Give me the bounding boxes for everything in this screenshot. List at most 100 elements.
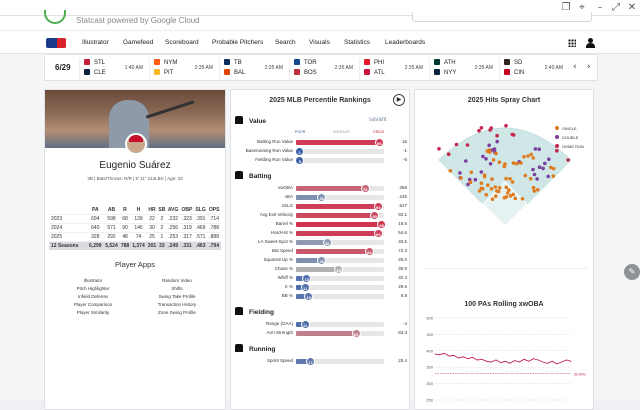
metric-value: 29.6	[398, 284, 407, 289]
stat-cell: 74	[130, 232, 147, 242]
play-icon[interactable]: ▶	[393, 94, 405, 106]
player-app-link[interactable]: Transaction History	[157, 302, 197, 307]
team-logo-icon	[154, 69, 160, 75]
hit-dot	[535, 188, 540, 192]
stat-cell: 5,524	[103, 241, 120, 250]
percentile-fill	[296, 331, 357, 336]
hit-dot	[528, 176, 533, 181]
percentile-dot: 94	[373, 229, 383, 238]
player-app-link[interactable]: Player Similarity	[76, 310, 110, 315]
mlb-logo-icon[interactable]	[46, 38, 66, 48]
scoreboard-game[interactable]: STL CLE 1:40 AM	[79, 58, 145, 79]
hit-dot	[448, 169, 453, 173]
nav-illustrator[interactable]: Illustrator	[82, 39, 109, 46]
stat-header: R	[123, 207, 127, 213]
spray-legend-item: HOME RUN	[555, 144, 584, 149]
scoreboard-game[interactable]: SD CIN 2:40 AM	[499, 58, 565, 79]
stat-cell: .249	[166, 241, 180, 250]
nav-leaderboards[interactable]: Leaderboards	[385, 39, 426, 46]
pin-icon[interactable]: ⌖	[579, 2, 585, 13]
search-input[interactable]	[412, 12, 592, 22]
career-total-row: 12 Seasons 6,299 5,524 788 1,374 301 33.249.33…	[49, 241, 221, 250]
xwoba-point	[443, 352, 445, 354]
stat-cell: 328	[87, 232, 104, 242]
rolling-xwoba-chart: 250 300 350 400 450 500 .33 AVG	[426, 316, 586, 403]
hit-dot	[543, 161, 547, 166]
percentile-row: Bat Speed 84 72.3	[231, 247, 409, 256]
metric-value: .527	[398, 203, 407, 208]
y-tick-label: 250	[426, 398, 433, 403]
spray-legend-item: SINGLE	[555, 126, 577, 131]
stat-cell: 598	[103, 214, 120, 224]
player-app-link[interactable]: Pitch Highlighter	[76, 286, 110, 291]
nav-statistics[interactable]: Statistics	[344, 39, 371, 46]
player-app-link[interactable]: Shifts	[171, 286, 183, 291]
percentile-track: 5	[295, 156, 384, 165]
scoreboard-game[interactable]: PHI ATL 2:35 AM	[359, 58, 425, 79]
percentile-dot: 30	[317, 193, 327, 202]
apps-grid-icon[interactable]	[568, 39, 576, 47]
hit-dot	[551, 166, 556, 171]
percentile-fill	[296, 204, 379, 209]
nav-scoreboard[interactable]: Scoreboard	[165, 39, 199, 46]
scoreboard-game[interactable]: NYM PIT 2:35 AM	[149, 58, 215, 79]
hit-dot	[551, 174, 556, 178]
nav-visuals[interactable]: Visuals	[309, 39, 330, 46]
nav-gamefeed[interactable]: Gamefeed	[123, 39, 154, 46]
scoreboard-game[interactable]: TB BAL 2:35 AM	[219, 58, 285, 79]
savant-logo[interactable]	[44, 10, 66, 24]
hit-dot	[490, 197, 495, 201]
hit-dot	[531, 156, 536, 160]
percentile-fill	[296, 231, 379, 236]
player-app-link[interactable]: Random Video	[162, 278, 192, 283]
percentile-track: 84	[296, 247, 384, 256]
xwoba-series-line	[434, 352, 572, 365]
hit-dot	[519, 161, 523, 165]
hit-dot	[502, 196, 507, 200]
hit-dot	[495, 139, 499, 144]
hit-dot	[513, 196, 518, 201]
hit-dot	[484, 193, 488, 197]
hit-dot	[489, 187, 494, 191]
stat-cell: 694	[87, 214, 104, 224]
player-app-link[interactable]: Infield Defense	[77, 294, 109, 299]
nav-probable-pitchers[interactable]: Probable Pitchers	[212, 39, 264, 46]
scoreboard-game[interactable]: ATH NYY 2:35 AM	[429, 58, 495, 79]
user-account-icon[interactable]	[586, 38, 595, 48]
xwoba-point	[448, 355, 450, 357]
spray-legend-item: DOUBLE	[555, 135, 578, 140]
hit-dot	[502, 164, 507, 169]
percentile-track: 49	[296, 265, 384, 274]
game-time: 2:35 AM	[404, 65, 423, 71]
percentile-dot: 30	[317, 256, 327, 265]
player-app-link[interactable]: Swing Take Profile	[158, 294, 196, 299]
nav-search[interactable]: Search	[275, 39, 296, 46]
minimize-icon[interactable]: –	[597, 2, 603, 13]
stat-cell: 292	[103, 232, 120, 242]
stat-cell: .463	[193, 241, 208, 250]
close-icon[interactable]: ✕	[627, 2, 637, 13]
hit-dot	[555, 149, 559, 153]
copy-icon[interactable]: ❐	[561, 2, 571, 13]
scroll-right-arrow-icon[interactable]: ›	[587, 62, 591, 72]
metric-label: Fielding Run Value	[255, 157, 293, 162]
edit-icon[interactable]: ✎	[624, 264, 640, 280]
maximize-icon[interactable]: ⤢	[612, 2, 620, 13]
percentile-track: 98	[296, 220, 387, 229]
scoreboard-game[interactable]: TOR BOS 2:35 AM	[289, 58, 355, 79]
percentile-row: LA Sweet-Spot % 36 33.5	[231, 238, 409, 247]
metric-label: xwOBA	[277, 185, 293, 190]
hit-dot	[458, 171, 462, 175]
hit-dot	[541, 166, 545, 171]
xwoba-point	[500, 362, 502, 364]
hit-dot	[504, 185, 509, 190]
metric-label: LA Sweet-Spot %	[257, 239, 293, 244]
stat-cell: 25	[146, 232, 158, 242]
scroll-left-arrow-icon[interactable]: ‹	[573, 62, 577, 72]
player-app-link[interactable]: Player Comparison	[73, 302, 113, 307]
player-app-link[interactable]: Illustrator	[83, 278, 103, 283]
fielding-icon	[235, 307, 243, 315]
player-app-link[interactable]: Zone Swing Profile	[158, 310, 196, 315]
percentile-dot: 90	[370, 211, 380, 220]
player-apps-title: Player Apps	[114, 260, 156, 269]
